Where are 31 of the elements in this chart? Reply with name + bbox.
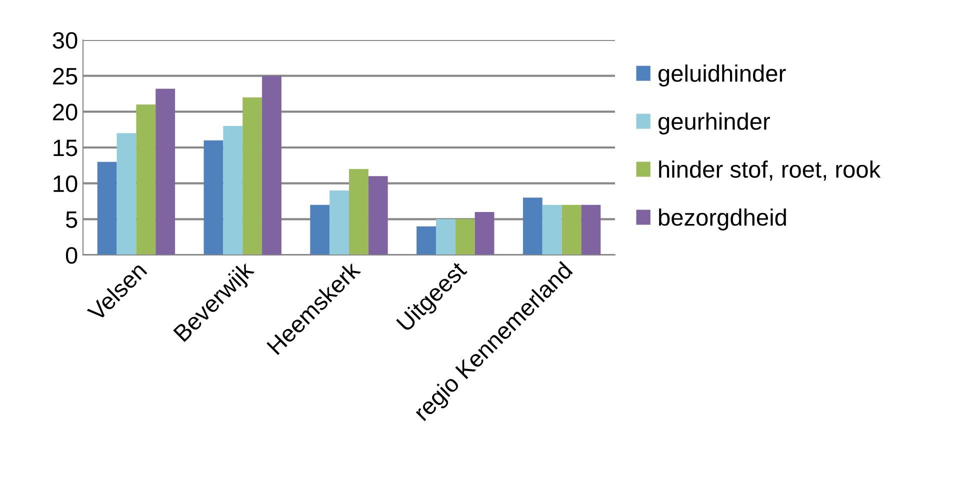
bar [522, 198, 542, 255]
bar [204, 140, 224, 255]
bar [242, 97, 262, 255]
legend-label: hinder stof, roet, rook [659, 160, 881, 181]
bar [97, 162, 117, 255]
bar [116, 133, 136, 255]
legend-label: geurhinder [658, 112, 770, 135]
bar [156, 88, 176, 255]
bar [223, 126, 243, 255]
bar [136, 104, 156, 255]
bar [581, 204, 601, 255]
y-tick-label: 20 [53, 104, 78, 120]
y-tick-label: 5 [66, 211, 78, 228]
bar [310, 204, 330, 255]
bar [455, 219, 475, 255]
bar [416, 226, 436, 255]
bar [542, 204, 562, 255]
legend-label: geluidhinder [658, 64, 786, 87]
legend-label: bezorgdheid [659, 208, 786, 230]
bar [436, 219, 456, 255]
bar [562, 204, 582, 255]
bar [368, 176, 388, 255]
y-tick-label: 10 [54, 175, 78, 192]
bar [262, 76, 282, 255]
bar [349, 169, 368, 255]
y-tick-label: 30 [52, 32, 78, 49]
y-tick-label: 0 [66, 247, 78, 264]
bar [330, 190, 349, 255]
y-tick-label: 25 [53, 68, 78, 85]
y-tick-label: 15 [54, 140, 78, 156]
bar [474, 212, 494, 255]
